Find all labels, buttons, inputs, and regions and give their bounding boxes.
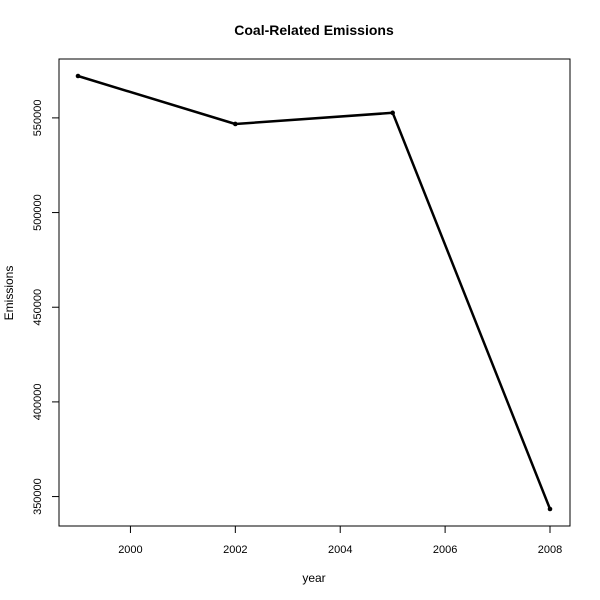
plot-box (58, 58, 571, 527)
chart-title: Coal-Related Emissions (234, 22, 394, 38)
x-tick-label-2000: 2000 (118, 544, 142, 556)
y-tick-label-350000: 350000 (32, 478, 44, 515)
emissions-series (75, 73, 553, 512)
x-tick-label-2002: 2002 (223, 544, 247, 556)
y-tick-label-450000: 450000 (32, 289, 44, 326)
x-tick-label-2004: 2004 (328, 544, 352, 556)
y-tick-label-500000: 500000 (32, 194, 44, 231)
x-axis: 2000 2002 2004 2006 2008 (118, 526, 562, 556)
y-axis: 350000 400000 450000 500000 550000 (32, 100, 59, 515)
y-tick-label-550000: 550000 (32, 100, 44, 137)
data-point-2005 (390, 110, 395, 116)
y-axis-label: Emissions (2, 266, 16, 321)
x-axis-label: year (302, 571, 325, 585)
data-point-2002 (233, 121, 238, 127)
y-tick-label-400000: 400000 (32, 384, 44, 421)
data-point-1999 (75, 73, 81, 79)
series-line (76, 74, 552, 511)
x-tick-label-2008: 2008 (538, 544, 562, 556)
x-tick-label-2006: 2006 (433, 544, 457, 556)
data-point-2008 (547, 506, 553, 512)
